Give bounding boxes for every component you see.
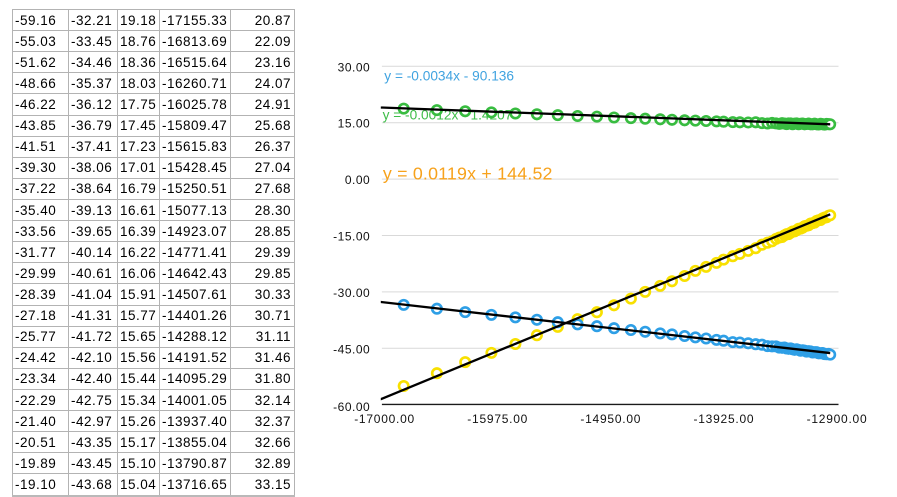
svg-text:-60.00: -60.00 xyxy=(333,400,370,414)
svg-text:-14950.00: -14950.00 xyxy=(580,412,641,426)
svg-text:-13925.00: -13925.00 xyxy=(694,412,755,426)
svg-text:-12900.00: -12900.00 xyxy=(807,412,868,426)
svg-text:-30.00: -30.00 xyxy=(333,286,370,300)
svg-text:0.00: 0.00 xyxy=(345,173,370,187)
svg-text:-45.00: -45.00 xyxy=(333,342,370,356)
svg-text:15.00: 15.00 xyxy=(338,117,371,131)
svg-text:-17000.00: -17000.00 xyxy=(354,412,415,426)
svg-text:-15.00: -15.00 xyxy=(333,230,370,244)
svg-text:y = -0.0034x - 90.136: y = -0.0034x - 90.136 xyxy=(384,68,514,83)
svg-text:30.00: 30.00 xyxy=(338,60,371,74)
svg-text:-15975.00: -15975.00 xyxy=(467,412,528,426)
svg-text:y = 0.0119x + 144.52: y = 0.0119x + 144.52 xyxy=(383,163,553,183)
